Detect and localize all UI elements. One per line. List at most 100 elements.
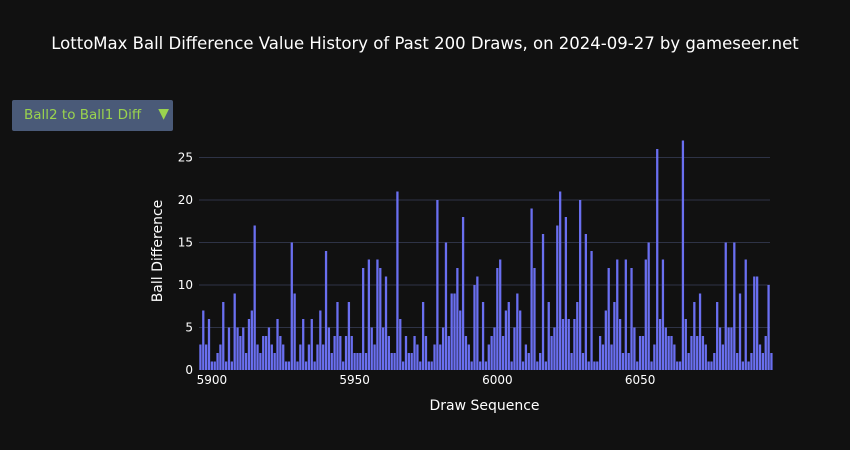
bar [576, 302, 579, 370]
bar [236, 327, 239, 370]
bar [433, 344, 436, 370]
bar [399, 319, 402, 370]
bars [199, 140, 773, 370]
bar [347, 302, 351, 370]
bar [273, 353, 276, 370]
bar [507, 302, 510, 370]
chart-title: LottoMax Ball Difference Value History o… [51, 34, 799, 53]
bar [253, 225, 256, 370]
bar [239, 336, 242, 370]
bar [216, 353, 219, 370]
bar [439, 344, 442, 370]
bar [424, 336, 428, 370]
bar [744, 259, 747, 370]
difference-type-dropdown[interactable]: Ball2 to Ball1 Diff ▼ [12, 100, 173, 131]
bar [461, 217, 465, 370]
bar [390, 353, 393, 370]
y-tick-label: 10 [178, 278, 193, 292]
bar [227, 327, 231, 370]
y-tick-label: 25 [178, 151, 193, 165]
bar [561, 319, 565, 370]
bar [333, 336, 336, 370]
bar [230, 361, 233, 370]
bar [470, 361, 473, 370]
bar [213, 361, 216, 370]
bar [676, 361, 679, 370]
bar [573, 319, 576, 370]
x-tick-label: 6000 [482, 373, 513, 387]
bar [516, 293, 519, 370]
bar [613, 302, 616, 370]
bar [758, 344, 762, 370]
bar [687, 353, 690, 370]
bar [304, 361, 308, 370]
bar [501, 336, 505, 370]
bar [367, 259, 371, 370]
bar [476, 276, 479, 370]
bar [327, 327, 331, 370]
bar [264, 336, 268, 370]
bar [524, 344, 528, 370]
bar [633, 327, 636, 370]
bar [410, 353, 413, 370]
bar [404, 336, 408, 370]
bar [207, 319, 211, 370]
bar [250, 310, 253, 370]
bar [219, 344, 222, 370]
bar [741, 361, 745, 370]
bar [661, 259, 665, 370]
y-axis-label: Ball Difference [150, 200, 166, 303]
bar [627, 353, 630, 370]
bar [356, 353, 359, 370]
bar [322, 344, 325, 370]
bar [284, 361, 288, 370]
bar [673, 344, 676, 370]
bar [510, 361, 513, 370]
bar [307, 344, 311, 370]
bar [419, 361, 422, 370]
bar [641, 336, 645, 370]
bar [664, 327, 667, 370]
bar [547, 302, 550, 370]
bar [544, 361, 548, 370]
bar [339, 336, 342, 370]
bar [342, 361, 345, 370]
bar [421, 302, 425, 370]
bar [416, 344, 419, 370]
bar [276, 319, 279, 370]
bar [587, 361, 590, 370]
bar [373, 344, 376, 370]
bar [487, 344, 490, 370]
bar [653, 344, 656, 370]
bar [590, 251, 593, 370]
bar [202, 310, 205, 370]
bar [453, 293, 456, 370]
bar [293, 293, 296, 370]
bar [564, 217, 568, 370]
bar [678, 361, 682, 370]
bar [270, 344, 273, 370]
bar [756, 276, 759, 370]
bar [616, 259, 619, 370]
bar [536, 361, 539, 370]
bar [444, 242, 448, 370]
bar [667, 336, 670, 370]
bar [770, 353, 773, 370]
bar [753, 276, 756, 370]
bar [310, 319, 313, 370]
bar [302, 319, 305, 370]
bar [396, 191, 399, 370]
bar [704, 344, 707, 370]
bar [344, 336, 348, 370]
bar [579, 200, 582, 370]
bar [384, 276, 388, 370]
bar [330, 353, 333, 370]
bar [447, 336, 450, 370]
bar [713, 353, 716, 370]
bar [401, 361, 405, 370]
bar [287, 361, 291, 370]
bar [513, 327, 516, 370]
bar [533, 268, 536, 370]
bar [299, 344, 302, 370]
bar [387, 336, 390, 370]
